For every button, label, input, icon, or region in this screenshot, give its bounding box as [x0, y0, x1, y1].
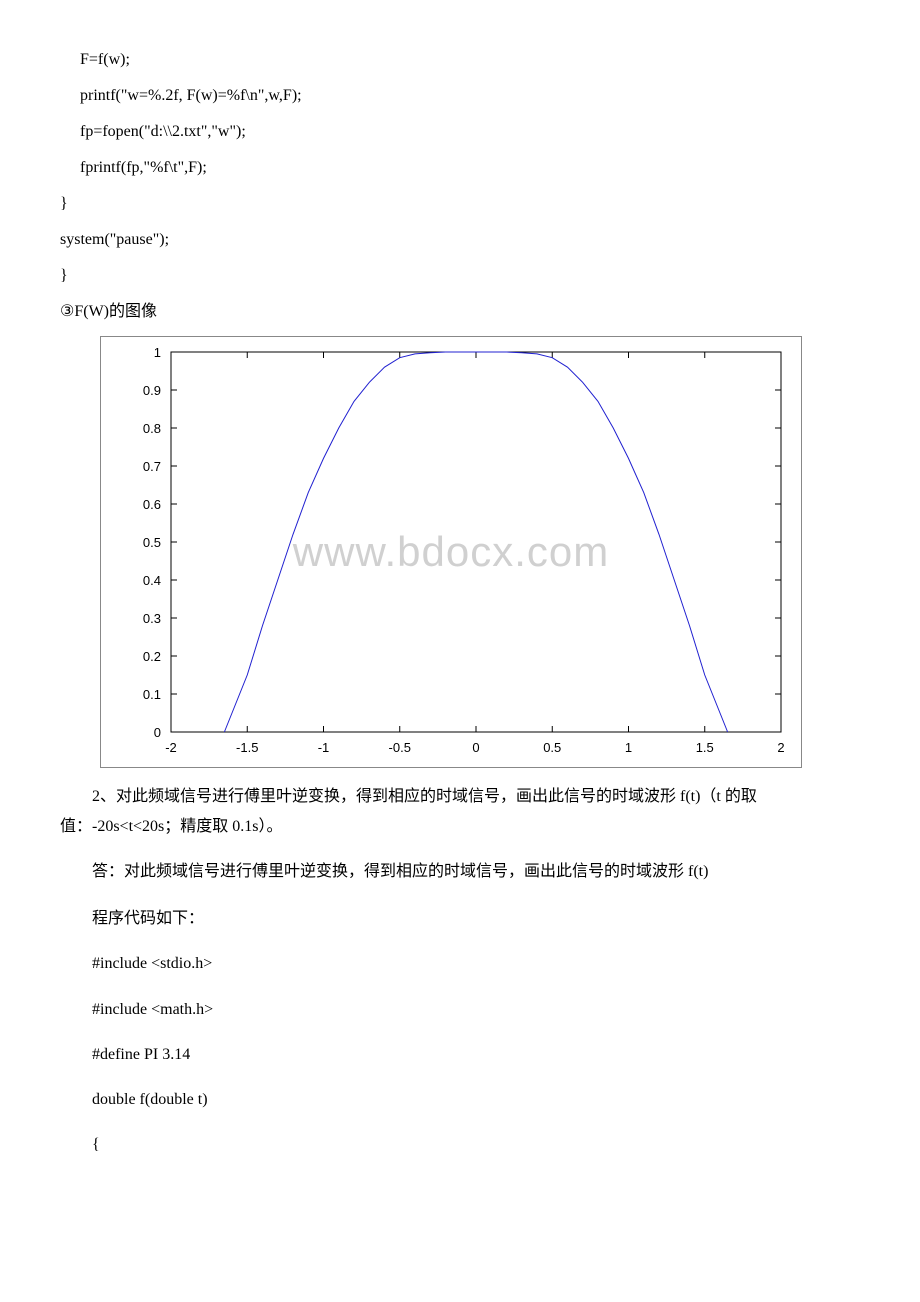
code-line: F=f(w);	[80, 44, 860, 76]
svg-text:0.6: 0.6	[143, 497, 161, 512]
svg-text:-1.5: -1.5	[236, 740, 258, 755]
question-2: 2、对此频域信号进行傅里叶逆变换，得到相应的时域信号，画出此信号的时域波形 f(…	[60, 782, 860, 843]
svg-text:0: 0	[154, 725, 161, 740]
chart-fw: -2 -1.5 -1 -0.5 0 0.5 1 1.5 2 0 0.1 0.2 0.3 0.4 0.5 0.6…	[100, 336, 802, 768]
svg-text:0: 0	[472, 740, 479, 755]
answer-2: 答：对此频域信号进行傅里叶逆变换，得到相应的时域信号，画出此信号的时域波形 f(…	[60, 857, 860, 887]
code-line: printf("w=%.2f, F(w)=%f\n",w,F);	[80, 80, 860, 112]
svg-text:0.8: 0.8	[143, 421, 161, 436]
svg-text:1: 1	[625, 740, 632, 755]
svg-text:-1: -1	[318, 740, 330, 755]
code-intro: 程序代码如下：	[92, 901, 860, 936]
svg-text:0.9: 0.9	[143, 383, 161, 398]
svg-text:0.5: 0.5	[143, 535, 161, 550]
svg-text:2: 2	[777, 740, 784, 755]
code-line: fp=fopen("d:\\2.txt","w");	[80, 116, 860, 148]
code-line: {	[92, 1127, 860, 1162]
svg-text:0.2: 0.2	[143, 649, 161, 664]
code-line: system("pause");	[60, 224, 860, 256]
svg-text:0.3: 0.3	[143, 611, 161, 626]
svg-text:-0.5: -0.5	[389, 740, 411, 755]
svg-text:0.4: 0.4	[143, 573, 161, 588]
code-line: #include <math.h>	[92, 992, 860, 1027]
svg-text:0.5: 0.5	[543, 740, 561, 755]
code-line: fprintf(fp,"%f\t",F);	[80, 152, 860, 184]
code-line: }	[60, 260, 860, 292]
svg-text:0.7: 0.7	[143, 459, 161, 474]
chart-svg: -2 -1.5 -1 -0.5 0 0.5 1 1.5 2 0 0.1 0.2 0.3 0.4 0.5 0.6…	[101, 337, 801, 767]
code-line: double f(double t)	[92, 1082, 860, 1117]
svg-text:1: 1	[154, 345, 161, 360]
code-line: #define PI 3.14	[92, 1037, 860, 1072]
svg-text:1.5: 1.5	[696, 740, 714, 755]
svg-text:0.1: 0.1	[143, 687, 161, 702]
code-line: }	[60, 188, 860, 220]
svg-text:-2: -2	[165, 740, 177, 755]
section-label: ③F(W)的图像	[60, 296, 860, 328]
code-line: #include <stdio.h>	[92, 946, 860, 981]
